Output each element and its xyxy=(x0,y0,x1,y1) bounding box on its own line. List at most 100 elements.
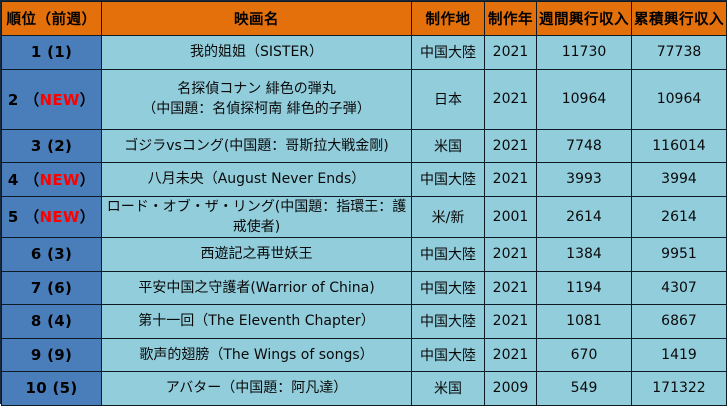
table-row: 9 (9) 歌声的翅膀（The Wings of songs） 中国大陸 2021 67… xyxy=(1,337,727,373)
header-row: 順位（前週） 映画名 制作地 制作年 週間興行収入 累積興行収入 xyxy=(1,1,727,36)
rank-previous: (3) xyxy=(47,245,73,264)
movie-title-line-1: 平安中国之守護者(Warrior of China) xyxy=(138,279,375,296)
cell-weekly-revenue: 11730 xyxy=(536,35,632,70)
column-header-origin: 制作地 xyxy=(411,1,485,36)
movie-title-line-2: （中国題：名偵探柯南 緋色的子弾） xyxy=(142,101,371,117)
cell-origin: 中国大陸 xyxy=(411,304,485,339)
rank-previous: (5) xyxy=(52,379,78,398)
rank-previous: (9) xyxy=(47,345,73,364)
cell-total-revenue: 4307 xyxy=(631,270,727,306)
cell-rank: 9 (9) xyxy=(1,337,102,373)
cell-origin: 日本 xyxy=(411,68,485,130)
cell-total-revenue: 3994 xyxy=(631,162,727,197)
rank-previous: (4) xyxy=(47,312,73,331)
movie-title-line-1: ロード・オブ・ザ・リング(中国題：指環王：護戒使者) xyxy=(106,198,407,235)
cell-total-revenue: 116014 xyxy=(631,128,727,163)
movie-title-line-1: 名探偵コナン 緋色の弾丸 xyxy=(177,80,336,97)
cell-year: 2009 xyxy=(484,371,537,406)
cell-weekly-revenue: 670 xyxy=(536,337,632,373)
cell-movie-title: 第十一回（The Eleventh Chapter） xyxy=(101,304,412,339)
table-row: 6 (3) 西遊記之再世妖王 中国大陸 2021 1384 9951 xyxy=(1,237,727,272)
rank-number: 7 xyxy=(30,278,42,297)
cell-movie-title: ロード・オブ・ザ・リング(中国題：指環王：護戒使者) xyxy=(101,195,412,239)
cell-weekly-revenue: 1384 xyxy=(536,237,632,272)
cell-rank: 7 (6) xyxy=(1,270,102,306)
column-header-rank: 順位（前週） xyxy=(1,1,102,36)
movie-title-line-1: アバター（中国題：阿凡達） xyxy=(165,380,348,397)
cell-weekly-revenue: 1194 xyxy=(536,270,632,306)
cell-origin: 中国大陸 xyxy=(411,237,485,272)
rank-number: 10 xyxy=(25,379,47,398)
cell-year: 2001 xyxy=(484,195,537,239)
movie-title-line-1: 西遊記之再世妖王 xyxy=(200,246,313,263)
cell-year: 2021 xyxy=(484,128,537,163)
column-header-year: 制作年 xyxy=(484,1,537,36)
movie-title-line-1: 第十一回（The Eleventh Chapter） xyxy=(138,313,375,330)
cell-year: 2021 xyxy=(484,304,537,339)
cell-year: 2021 xyxy=(484,162,537,197)
cell-total-revenue: 2614 xyxy=(631,195,727,239)
rank-number: 2 xyxy=(7,90,19,109)
table-row: 1 (1) 我的姐姐（SISTER） 中国大陸 2021 11730 77738 xyxy=(1,35,727,70)
cell-weekly-revenue: 7748 xyxy=(536,128,632,163)
cell-origin: 中国大陸 xyxy=(411,35,485,70)
rank-number: 8 xyxy=(30,312,42,331)
cell-movie-title: アバター（中国題：阿凡達） xyxy=(101,371,412,406)
cell-origin: 中国大陸 xyxy=(411,162,485,197)
cell-rank: 8 (4) xyxy=(1,304,102,339)
cell-year: 2021 xyxy=(484,337,537,373)
cell-total-revenue: 77738 xyxy=(631,35,727,70)
cell-weekly-revenue: 3993 xyxy=(536,162,632,197)
column-header-title: 映画名 xyxy=(101,1,412,36)
cell-total-revenue: 9951 xyxy=(631,237,727,272)
rank-new-badge: （NEW） xyxy=(24,90,96,109)
table-header: 順位（前週） 映画名 制作地 制作年 週間興行収入 累積興行収入 xyxy=(1,1,727,36)
cell-weekly-revenue: 1081 xyxy=(536,304,632,339)
cell-total-revenue: 1419 xyxy=(631,337,727,373)
cell-rank: 4 （NEW） xyxy=(1,162,102,197)
cell-weekly-revenue: 2614 xyxy=(536,195,632,239)
cell-movie-title: 平安中国之守護者(Warrior of China) xyxy=(101,270,412,306)
table-row: 3 (2) ゴジラvsコング(中国題：哥斯拉大戦金剛) 米国 2021 7748 1160… xyxy=(1,128,727,163)
cell-movie-title: 八月未央（August Never Ends） xyxy=(101,162,412,197)
cell-rank: 2 （NEW） xyxy=(1,68,102,130)
cell-origin: 米国 xyxy=(411,128,485,163)
rank-number: 4 xyxy=(7,170,19,189)
rank-number: 9 xyxy=(30,345,42,364)
cell-weekly-revenue: 549 xyxy=(536,371,632,406)
rank-new-badge: （NEW） xyxy=(24,208,96,227)
cell-year: 2021 xyxy=(484,237,537,272)
cell-movie-title: 名探偵コナン 緋色の弾丸 （中国題：名偵探柯南 緋色的子弾） xyxy=(101,68,412,130)
cell-origin: 米国 xyxy=(411,371,485,406)
cell-rank: 5 （NEW） xyxy=(1,195,102,239)
table-row: 2 （NEW） 名探偵コナン 緋色の弾丸 （中国題：名偵探柯南 緋色的子弾） 日本 20… xyxy=(1,68,727,130)
cell-rank: 3 (2) xyxy=(1,128,102,163)
rank-previous: (2) xyxy=(47,136,73,155)
cell-movie-title: 歌声的翅膀（The Wings of songs） xyxy=(101,337,412,373)
table-row: 8 (4) 第十一回（The Eleventh Chapter） 中国大陸 2021 1… xyxy=(1,304,727,339)
cell-origin: 米/新 xyxy=(411,195,485,239)
cell-total-revenue: 171322 xyxy=(631,371,727,406)
rank-number: 5 xyxy=(7,208,19,227)
table-row: 10 (5) アバター（中国題：阿凡達） 米国 2009 549 171322 xyxy=(1,371,727,406)
movie-title-line-1: ゴジラvsコング(中国題：哥斯拉大戦金剛) xyxy=(124,137,389,154)
rank-number: 6 xyxy=(30,245,42,264)
rank-previous: (6) xyxy=(47,278,73,297)
rank-new-badge: （NEW） xyxy=(24,170,96,189)
cell-movie-title: 西遊記之再世妖王 xyxy=(101,237,412,272)
cell-origin: 中国大陸 xyxy=(411,270,485,306)
cell-rank: 1 (1) xyxy=(1,35,102,70)
rank-previous: (1) xyxy=(47,43,73,62)
cell-rank: 10 (5) xyxy=(1,371,102,406)
cell-year: 2021 xyxy=(484,35,537,70)
cell-total-revenue: 10964 xyxy=(631,68,727,130)
rank-number: 1 xyxy=(30,43,42,62)
cell-movie-title: 我的姐姐（SISTER） xyxy=(101,35,412,70)
cell-year: 2021 xyxy=(484,68,537,130)
cell-year: 2021 xyxy=(484,270,537,306)
cell-rank: 6 (3) xyxy=(1,237,102,272)
table-row: 4 （NEW） 八月未央（August Never Ends） 中国大陸 2021 39… xyxy=(1,162,727,197)
movie-title-line-1: 八月未央（August Never Ends） xyxy=(147,171,366,188)
